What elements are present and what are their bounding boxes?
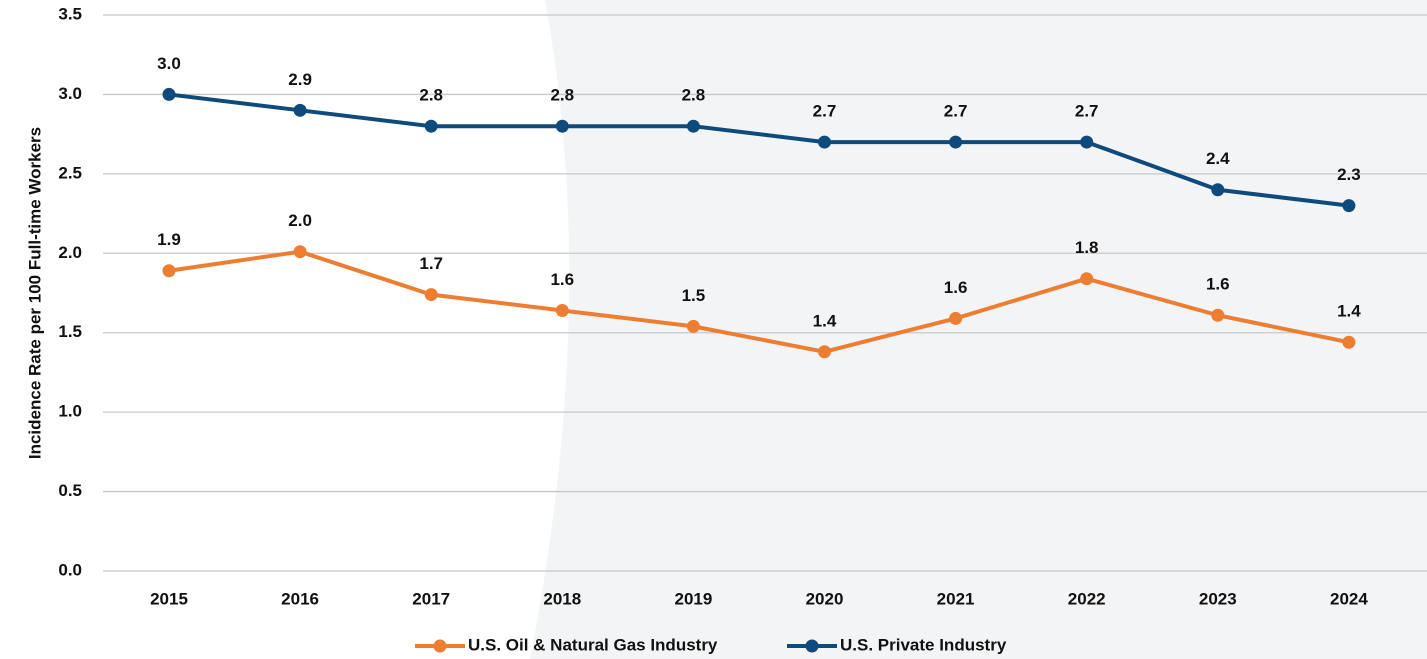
data-label: 1.6	[1206, 275, 1230, 294]
point	[555, 119, 569, 133]
x-tick-label: 2020	[806, 589, 844, 608]
point	[949, 311, 963, 325]
legend-label: U.S. Private Industry	[840, 635, 1007, 654]
data-label: 2.8	[682, 86, 706, 105]
data-label: 1.6	[550, 270, 574, 289]
x-tick-label: 2022	[1068, 589, 1106, 608]
point	[818, 345, 831, 359]
data-label: 2.8	[550, 86, 574, 105]
point	[686, 119, 700, 133]
data-label: 2.7	[813, 102, 837, 121]
data-label: 2.0	[288, 211, 312, 230]
point	[686, 319, 700, 333]
series-line	[168, 92, 1350, 208]
point	[1211, 308, 1225, 322]
point	[1080, 135, 1094, 149]
point	[1211, 183, 1225, 197]
x-tick-label: 2019	[674, 589, 712, 608]
data-label: 2.4	[1206, 149, 1230, 168]
point	[949, 135, 963, 149]
y-tick-label: 3.0	[58, 84, 82, 103]
data-label: 3.0	[157, 54, 181, 73]
data-label: 1.8	[1075, 238, 1099, 257]
y-tick-label: 2.5	[58, 163, 82, 182]
point	[1342, 335, 1356, 349]
x-tick-label: 2018	[543, 589, 581, 608]
data-label: 1.7	[419, 254, 443, 273]
data-label: 1.4	[813, 311, 837, 330]
point	[1080, 272, 1094, 286]
point	[293, 245, 307, 259]
data-label: 2.9	[288, 70, 312, 89]
x-tick-label: 2021	[937, 589, 975, 608]
data-label: 2.7	[944, 102, 968, 121]
data-label: 1.9	[157, 230, 181, 249]
legend-marker	[433, 639, 447, 653]
x-tick-label: 2017	[412, 589, 450, 608]
point	[293, 103, 307, 117]
data-label: 2.8	[419, 86, 443, 105]
point	[424, 119, 438, 133]
point	[424, 288, 438, 302]
point	[162, 264, 176, 278]
point	[1342, 199, 1356, 213]
y-tick-label: 1.5	[58, 322, 82, 341]
y-tick-label: 3.5	[58, 4, 82, 23]
x-tick-label: 2023	[1199, 589, 1237, 608]
x-tick-label: 2024	[1330, 589, 1368, 608]
legend-label: U.S. Oil & Natural Gas Industry	[468, 635, 718, 654]
data-label: 2.3	[1337, 165, 1361, 184]
data-label: 1.6	[944, 278, 968, 297]
series-line	[168, 249, 1350, 354]
y-axis-label: Incidence Rate per 100 Full-time Workers	[25, 127, 44, 459]
y-tick-label: 0.5	[58, 481, 82, 500]
point	[555, 303, 569, 317]
legend-marker	[805, 639, 819, 653]
data-label: 1.5	[682, 286, 706, 305]
x-tick-label: 2015	[150, 589, 188, 608]
y-tick-label: 0.0	[58, 560, 82, 579]
y-tick-label: 2.0	[58, 243, 82, 262]
point	[818, 135, 831, 149]
x-tick-label: 2016	[281, 589, 319, 608]
point	[162, 87, 176, 101]
data-label: 1.4	[1337, 302, 1361, 321]
background-shape	[530, 0, 1427, 659]
y-tick-label: 1.0	[58, 402, 82, 421]
data-label: 2.7	[1075, 102, 1099, 121]
